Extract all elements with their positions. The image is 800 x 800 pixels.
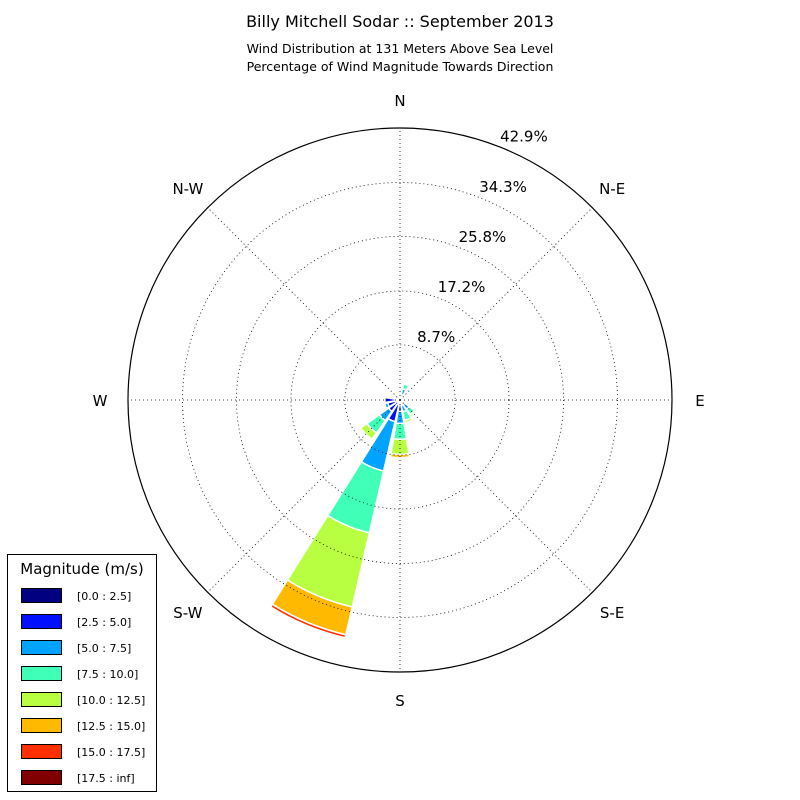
chart-title: Billy Mitchell Sodar :: September 2013 [246, 12, 554, 31]
circular-gridline [344, 344, 456, 456]
legend-label: [15.0 : 17.5] [77, 746, 146, 759]
radial-gridline [399, 399, 593, 593]
radial-tick-label: 17.2% [438, 278, 486, 296]
direction-label: S-E [600, 604, 624, 622]
wind-bar-segment [389, 452, 411, 459]
legend: Magnitude (m/s) [0.0 : 2.5] [2.5 : 5.0] … [7, 554, 157, 792]
legend-title: Magnitude (m/s) [20, 560, 144, 578]
chart-subtitle-line-2: Percentage of Wind Magnitude Towards Dir… [246, 59, 554, 74]
direction-label: N [394, 92, 405, 110]
radial-tick-label: 25.8% [459, 228, 507, 246]
circular-gridline [236, 236, 564, 564]
radial-tick-label: 8.7% [417, 328, 455, 346]
direction-label: S [395, 692, 405, 710]
direction-label: E [695, 392, 704, 410]
legend-swatch [21, 692, 62, 707]
legend-label: [10.0 : 12.5] [77, 694, 146, 707]
wind-bar-segment [403, 416, 414, 424]
outer-circle [127, 127, 673, 673]
circular-gridline [290, 290, 510, 510]
legend-label: [17.5 : inf] [77, 772, 135, 785]
radial-tick-label: 42.9% [500, 128, 548, 146]
wind-bar-segment [402, 381, 411, 388]
wind-bar-segment [383, 402, 388, 410]
chart-subtitle-line-1: Wind Distribution at 131 Meters Above Se… [246, 41, 554, 56]
legend-swatch [21, 640, 62, 655]
radial-gridline [207, 399, 401, 593]
legend-swatch [21, 588, 62, 603]
radial-gridline [399, 207, 593, 401]
legend-label: [12.5 : 15.0] [77, 720, 146, 733]
legend-label: [0.0 : 2.5] [77, 590, 132, 603]
direction-label: N-W [172, 180, 203, 198]
radial-tick-label: 34.3% [479, 178, 527, 196]
wind-bar-segment [394, 396, 398, 400]
legend-swatch [21, 744, 62, 759]
wind-bar-segment [269, 605, 346, 640]
legend-swatch [21, 718, 62, 733]
direction-label: S-W [173, 604, 202, 622]
radial-gridline [207, 207, 401, 401]
legend-swatch [21, 770, 62, 785]
wind-bar-segment [383, 396, 386, 404]
direction-label: W [93, 392, 108, 410]
legend-swatch [21, 614, 62, 629]
legend-label: [2.5 : 5.0] [77, 616, 132, 629]
circular-gridline [182, 182, 618, 618]
legend-label: [5.0 : 7.5] [77, 642, 132, 655]
wind-bar-segment [397, 396, 401, 399]
direction-label: N-E [599, 180, 625, 198]
legend-swatch [21, 666, 62, 681]
legend-label: [7.5 : 10.0] [77, 668, 139, 681]
wind-bar-segment [409, 409, 418, 418]
